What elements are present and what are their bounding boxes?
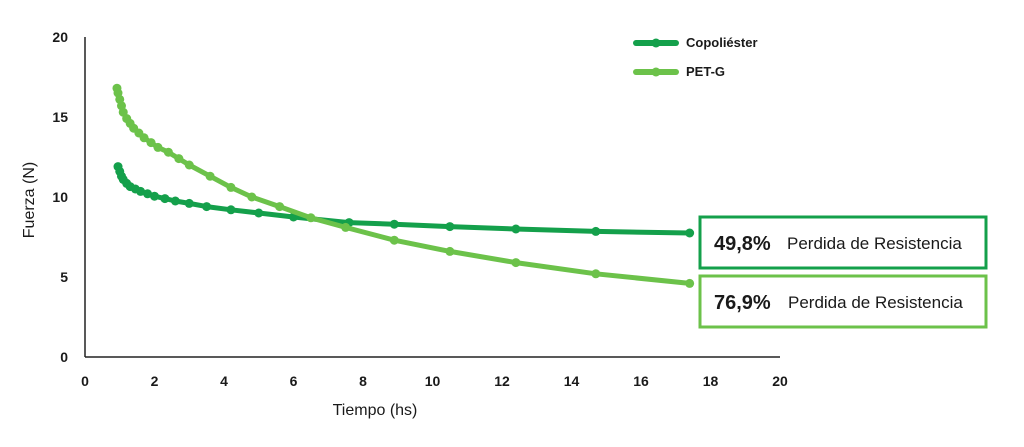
x-tick-label-4: 8 [359,373,367,389]
series-0-point-8 [143,189,153,199]
series-1-point-20 [341,222,351,232]
series-0-point-15 [254,208,264,218]
series-0 [113,162,695,238]
x-tick-label-3: 6 [290,373,298,389]
series-1-point-9 [139,133,149,143]
series-0-point-11 [170,196,180,206]
annotation-percent-copoliester: 49,8% [714,233,771,255]
series-1-point-18 [275,202,285,212]
series-0-point-7 [136,186,146,196]
series-0-point-22 [685,228,695,238]
x-tick-label-5: 10 [425,373,441,389]
series-1-point-19 [306,213,316,223]
annotation-percent-petg: 76,9% [714,292,771,314]
series-0-point-13 [202,202,212,212]
series-1-point-11 [153,142,163,152]
series-1-point-21 [389,235,399,245]
y-tick-label-3: 15 [52,109,68,125]
series-1 [112,83,695,288]
x-axis-title: Tiempo (hs) [333,402,418,419]
series-line-0 [115,164,693,236]
y-tick-label-1: 5 [60,269,68,285]
annotation-box-copoliester [698,215,988,270]
x-tick-label-1: 2 [151,373,159,389]
series-1-point-22 [445,246,455,256]
x-tick-label-0: 0 [81,373,89,389]
series-1-point-15 [205,171,215,181]
legend-label-copoliester: Copoliéster [686,35,758,50]
axes [84,37,780,358]
legend-marker-petg [651,67,661,77]
series-0-point-19 [445,222,455,232]
series-1-point-25 [685,278,695,288]
legend-item-copoliester: Copoliéster [633,35,758,50]
legend-item-petg: PET-G [633,64,725,79]
series-1-point-17 [247,192,257,202]
series-line-1 [114,85,693,286]
y-tick-label-2: 10 [52,189,68,205]
series-1-point-16 [226,182,236,192]
x-tick-label-8: 16 [633,373,649,389]
series-1-point-24 [591,269,601,279]
y-tick-label-4: 20 [52,29,68,45]
series-0-point-20 [511,224,521,234]
series-1-point-13 [174,154,184,164]
annotation-box-petg [698,274,988,329]
x-tick-labels: 0 2 4 6 8 10 12 14 16 18 20 [81,373,788,389]
y-tick-labels: 0 5 10 15 20 [52,29,68,365]
x-tick-label-6: 12 [494,373,510,389]
series-1-point-14 [184,160,194,170]
series-0-point-21 [591,226,601,236]
x-tick-label-2: 4 [220,373,228,389]
series-0-point-18 [389,219,399,229]
y-axis-title: Fuerza (N) [21,162,38,238]
series-0-point-14 [226,205,236,215]
series-layer [112,83,695,288]
annotation-petg: 76,9% Perdida de Resistencia [698,274,988,329]
x-tick-label-7: 14 [564,373,580,389]
annotation-text-copoliester: Perdida de Resistencia [787,234,962,253]
series-1-point-23 [511,258,521,268]
series-1-point-12 [163,147,173,157]
legend-label-petg: PET-G [686,64,725,79]
y-tick-label-0: 0 [60,349,68,365]
annotations: 49,8% Perdida de Resistencia 76,9% Perdi… [698,215,988,329]
series-0-point-10 [160,194,170,204]
series-0-point-9 [150,191,159,201]
series-0-point-12 [184,198,194,208]
series-1-point-10 [146,138,156,148]
legend: Copoliéster PET-G [633,35,758,79]
x-tick-label-9: 18 [703,373,719,389]
x-tick-label-10: 20 [772,373,788,389]
legend-marker-copoliester [651,38,661,48]
annotation-copoliester: 49,8% Perdida de Resistencia [698,215,988,270]
annotation-text-petg: Perdida de Resistencia [788,293,963,312]
